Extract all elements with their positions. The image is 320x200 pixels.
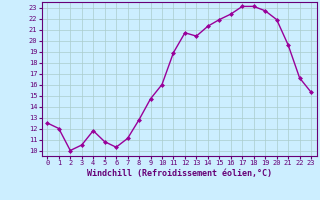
X-axis label: Windchill (Refroidissement éolien,°C): Windchill (Refroidissement éolien,°C) <box>87 169 272 178</box>
